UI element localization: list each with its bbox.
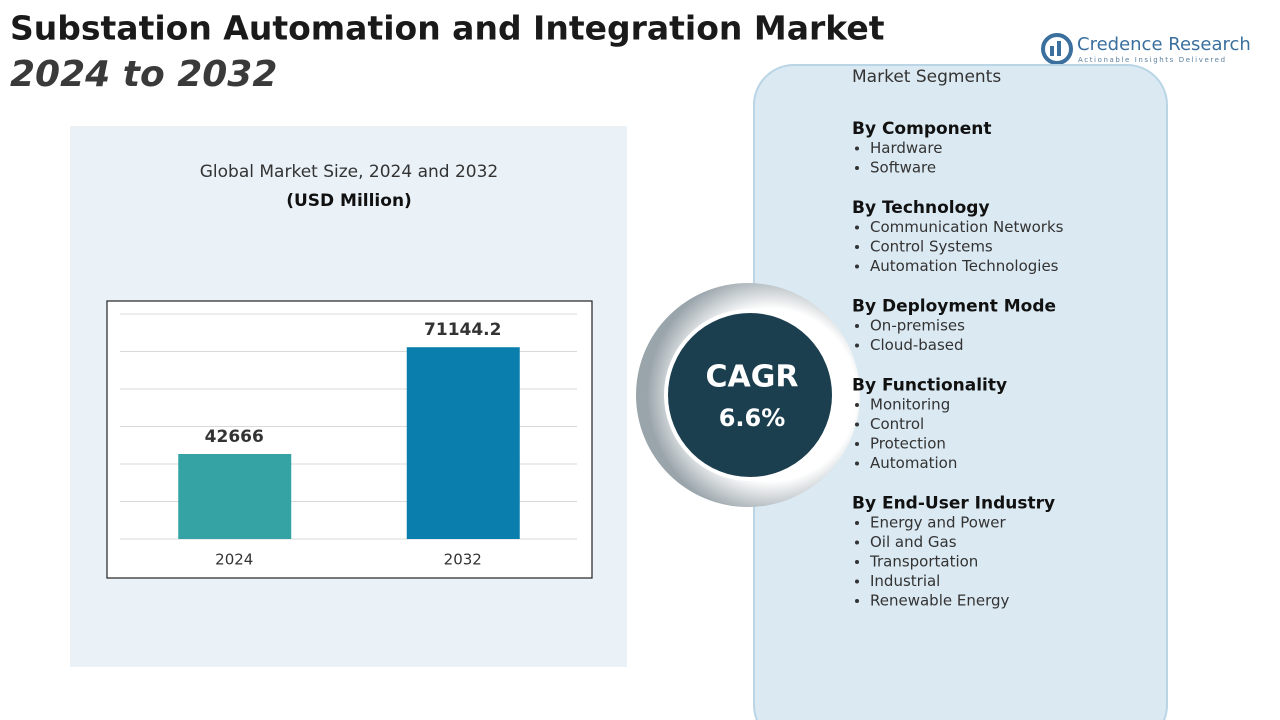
segment-item: On-premises (870, 317, 965, 335)
bullet (855, 343, 859, 348)
cagr-label: CAGR (706, 360, 799, 395)
chart-subtitle: (USD Million) (286, 191, 412, 211)
subtitle: 2024 to 2032 (10, 54, 277, 95)
chart-title: Global Market Size, 2024 and 2032 (200, 162, 499, 182)
segment-item: Oil and Gas (870, 533, 957, 551)
segment-heading: By Deployment Mode (852, 297, 1056, 317)
segment-item: Control Systems (870, 238, 993, 256)
plot: 2024 42666 2032 71144.2 (120, 313, 577, 569)
segment-item: Control (870, 415, 924, 433)
bullet (855, 461, 859, 466)
segment-item: Energy and Power (870, 514, 1006, 532)
bullet (855, 403, 859, 407)
brand: Credence Research Actionable Insights De… (1041, 33, 1251, 65)
bullet (855, 442, 859, 446)
cagr-value: 6.6% (719, 404, 786, 432)
bullet (855, 599, 859, 603)
x-tick-label: 2032 (444, 551, 482, 569)
data-label: 42666 (205, 427, 264, 447)
segment-item: Monitoring (870, 396, 950, 414)
segment-heading: By End-User Industry (852, 494, 1055, 514)
brand-icon-bar (1057, 41, 1061, 56)
bullet (855, 560, 859, 564)
segment-item: Software (870, 159, 936, 177)
bullet (855, 422, 859, 427)
segment-heading: By Technology (852, 198, 990, 218)
bullet (855, 521, 859, 525)
segment-item: Industrial (870, 572, 940, 590)
segment-item: Protection (870, 435, 946, 453)
segment-heading: By Functionality (852, 376, 1007, 396)
segment-item: Automation Technologies (870, 257, 1059, 275)
bar (178, 454, 292, 539)
bullet (855, 245, 859, 249)
segments-title: Market Segments (852, 67, 1001, 87)
segment-item: Hardware (870, 139, 942, 157)
segment-item: Renewable Energy (870, 592, 1009, 610)
brand-name: Credence Research (1077, 34, 1251, 55)
segment-item: Cloud-based (870, 336, 964, 354)
title: Substation Automation and Integration Ma… (10, 9, 885, 48)
segment-item: Automation (870, 454, 957, 472)
bullet (855, 225, 859, 230)
brand-icon-bar (1050, 46, 1054, 56)
segment-item: Communication Networks (870, 218, 1064, 236)
bullet (855, 166, 859, 170)
bar (406, 347, 520, 539)
segment-heading: By Component (852, 119, 992, 139)
bullet (855, 146, 859, 151)
bullet (855, 579, 859, 584)
brand-icon (1041, 33, 1073, 65)
cagr-circle (664, 309, 836, 481)
segment-item: Transportation (869, 553, 978, 571)
data-label: 71144.2 (424, 320, 501, 340)
bullet (855, 264, 859, 269)
bullet (855, 540, 859, 545)
brand-tagline: Actionable Insights Delivered (1078, 56, 1227, 64)
x-tick-label: 2024 (215, 551, 253, 569)
bullet (855, 324, 859, 328)
